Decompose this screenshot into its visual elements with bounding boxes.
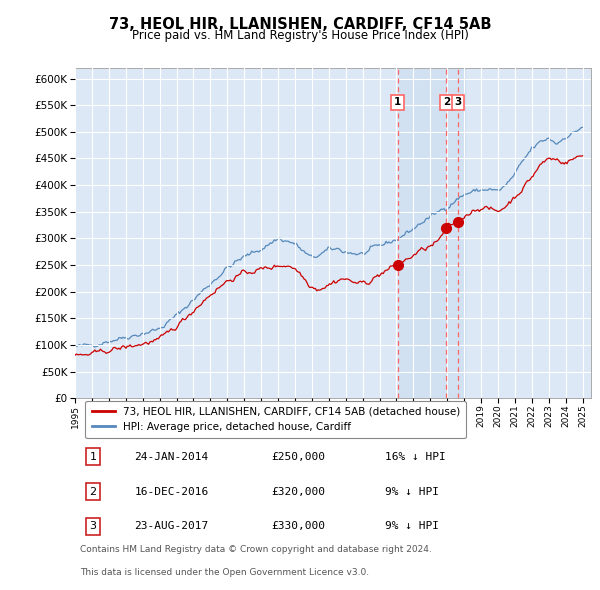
Text: 9% ↓ HPI: 9% ↓ HPI [385,487,439,497]
Text: This data is licensed under the Open Government Licence v3.0.: This data is licensed under the Open Gov… [80,568,369,577]
Text: 1: 1 [89,452,97,462]
Text: 16% ↓ HPI: 16% ↓ HPI [385,452,445,462]
Text: Price paid vs. HM Land Registry's House Price Index (HPI): Price paid vs. HM Land Registry's House … [131,30,469,42]
Text: 9% ↓ HPI: 9% ↓ HPI [385,522,439,532]
Text: Contains HM Land Registry data © Crown copyright and database right 2024.: Contains HM Land Registry data © Crown c… [80,545,432,553]
Text: £330,000: £330,000 [271,522,325,532]
Text: 73, HEOL HIR, LLANISHEN, CARDIFF, CF14 5AB: 73, HEOL HIR, LLANISHEN, CARDIFF, CF14 5… [109,17,491,31]
Text: 2: 2 [443,97,450,107]
Text: 16-DEC-2016: 16-DEC-2016 [134,487,209,497]
Text: £320,000: £320,000 [271,487,325,497]
Legend: 73, HEOL HIR, LLANISHEN, CARDIFF, CF14 5AB (detached house), HPI: Average price,: 73, HEOL HIR, LLANISHEN, CARDIFF, CF14 5… [85,401,466,438]
Text: £250,000: £250,000 [271,452,325,462]
Text: 24-JAN-2014: 24-JAN-2014 [134,452,209,462]
Text: 3: 3 [89,522,97,532]
Text: 23-AUG-2017: 23-AUG-2017 [134,522,209,532]
Text: 3: 3 [454,97,462,107]
Text: 1: 1 [394,97,401,107]
Text: 2: 2 [89,487,97,497]
